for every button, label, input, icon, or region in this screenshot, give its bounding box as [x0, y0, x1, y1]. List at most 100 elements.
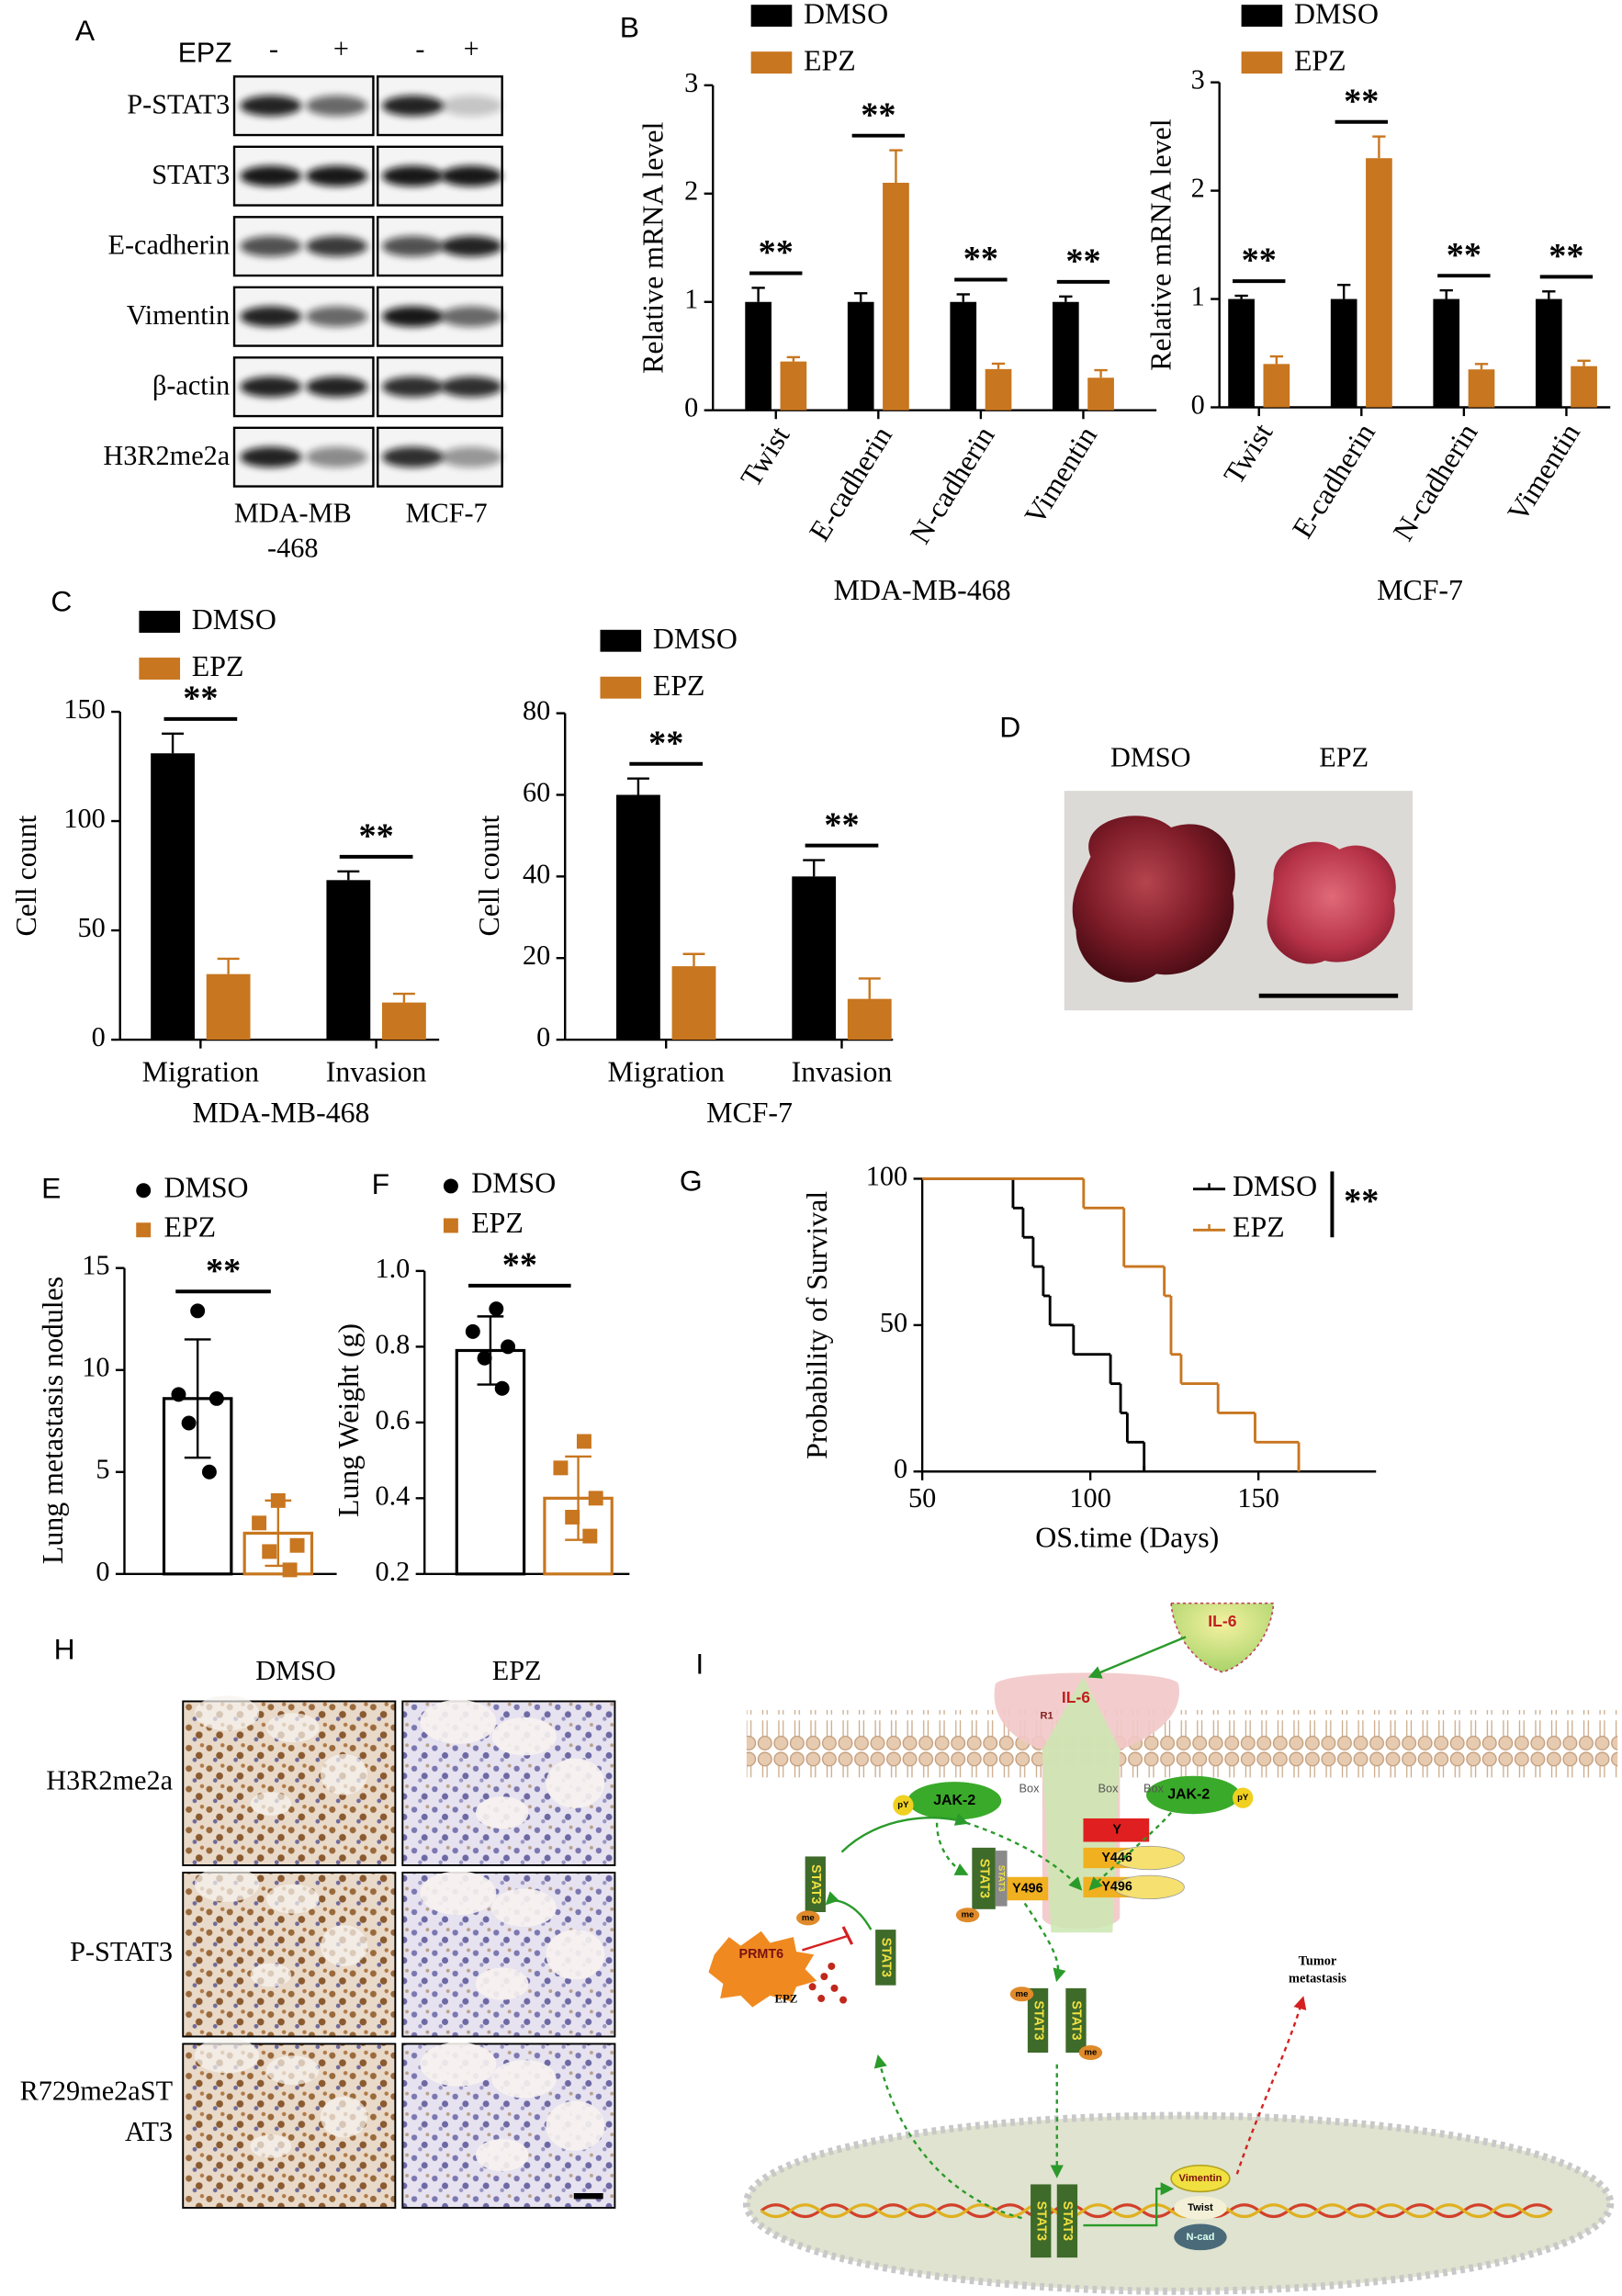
panel-label: A	[75, 14, 96, 47]
y-axis-label: Cell count	[473, 815, 505, 936]
y-tick-label: 0	[536, 1021, 550, 1052]
bar	[616, 794, 660, 1041]
y-tick-label: 15	[82, 1250, 109, 1281]
blot-band	[440, 306, 502, 327]
legend-marker	[136, 1183, 152, 1199]
ihc-airspace	[491, 1717, 557, 1756]
ihc-column: DMSO	[255, 1655, 335, 1686]
blot-band	[381, 236, 444, 257]
receptor-label: IL-6	[1062, 1688, 1090, 1706]
bar	[671, 966, 716, 1041]
stat3	[1027, 1987, 1049, 2054]
gene-label: Twist	[1188, 2202, 1213, 2213]
blot-band	[381, 377, 444, 398]
y-tick-label: 40	[523, 858, 550, 889]
stat3-label: STAT3	[1031, 2000, 1045, 2040]
bar	[1366, 158, 1392, 408]
lane-label: -	[415, 33, 424, 64]
ihc-airspace	[420, 1871, 497, 1916]
bar	[847, 998, 892, 1041]
blot-row-label: H3R2me2a	[103, 440, 230, 471]
legend-label: EPZ	[471, 1207, 524, 1239]
ihc-airspace	[321, 2096, 368, 2138]
y-tick-label: 100	[866, 1160, 907, 1191]
cell-line: MDA-MB	[234, 497, 352, 528]
y-tick-label: 1.0	[375, 1253, 410, 1284]
y-tick-label: 10	[82, 1352, 109, 1383]
legend-swatch	[1241, 51, 1283, 74]
bar	[883, 183, 909, 411]
significance: **	[1065, 242, 1100, 281]
methyl	[955, 1908, 980, 1923]
cell-line: MCF-7	[406, 497, 488, 528]
data-point	[465, 1323, 480, 1339]
stat3-label: STAT3	[1033, 2201, 1048, 2241]
significance: **	[1344, 1182, 1379, 1221]
bar	[1571, 366, 1597, 408]
y-axis-label: Relative mRNA level	[636, 121, 669, 373]
x-tick-label: Invasion	[792, 1056, 893, 1088]
significance: **	[963, 240, 998, 278]
bar	[1087, 377, 1114, 411]
inhibition-bar	[841, 1926, 854, 1945]
ihc-airspace	[321, 1753, 368, 1795]
ihc-airspace	[266, 2055, 320, 2086]
blot-band	[440, 165, 502, 186]
blot-band	[381, 446, 444, 467]
site	[1083, 1818, 1150, 1842]
legend-label: EPZ	[804, 44, 856, 76]
ihc-airspace	[546, 1758, 605, 1808]
site	[1007, 1876, 1049, 1901]
jak2	[1145, 1775, 1241, 1815]
methyl-label: me	[962, 1910, 974, 1920]
bar	[847, 301, 874, 411]
significance: **	[1242, 242, 1277, 280]
x-tick-label: E-cadherin	[803, 421, 898, 546]
y-tick-label: 60	[523, 776, 550, 807]
methyl	[796, 1910, 820, 1926]
panel-label: F	[372, 1167, 389, 1200]
data-point	[588, 1491, 603, 1506]
x-tick-label: Invasion	[326, 1056, 427, 1088]
significance: **	[1447, 236, 1481, 275]
x-tick-label: N-cadherin	[1387, 418, 1484, 546]
significance: **	[824, 805, 859, 844]
y-tick-label: 20	[523, 940, 550, 971]
jak2-label: JAK-2	[1167, 1787, 1210, 1803]
x-axis-label: MDA-MB-468	[834, 574, 1011, 606]
y-tick-label: 2	[1191, 173, 1205, 204]
data-point	[477, 1350, 492, 1366]
blot-band	[240, 446, 302, 467]
ihc-airspace	[194, 1695, 260, 1731]
stat3-blocks: STAT3 STAT3 STAT3 STAT3 STAT3 STAT3 STAT…	[805, 1847, 1087, 2258]
bar	[950, 301, 977, 411]
stat3-label: STAT3	[976, 1859, 991, 1898]
legend-label: DMSO	[164, 1172, 249, 1204]
photo-label: EPZ	[1319, 742, 1369, 773]
site-label: Y446	[1101, 1851, 1132, 1865]
pathway-diagram: IL-6 IL-6 R1 JAK-2 JAK-2 pY pY Box Box B…	[708, 1602, 1618, 2295]
bar	[151, 753, 195, 1041]
ihc-airspace	[420, 1699, 497, 1744]
bar	[326, 880, 371, 1041]
bar	[381, 1002, 426, 1041]
y-tick-label: 50	[880, 1307, 907, 1338]
box-label: Box	[1143, 1781, 1165, 1795]
blot-band	[240, 306, 302, 327]
legend-label: DMSO	[1233, 1170, 1317, 1202]
data-point	[252, 1515, 267, 1531]
y-axis-label: Probability of Survival	[801, 1191, 833, 1459]
significance: **	[1549, 237, 1583, 276]
blot-band	[240, 165, 302, 186]
stat3-label: STAT3	[997, 1865, 1007, 1892]
il6-ligand	[1170, 1602, 1275, 1673]
bar	[985, 368, 1012, 411]
x-axis-label: OS.time (Days)	[1035, 1521, 1219, 1553]
legend-swatch	[750, 51, 793, 74]
panel-label: E	[41, 1172, 61, 1205]
bar	[1468, 369, 1495, 408]
stat3	[1056, 2184, 1078, 2258]
stat3	[805, 1856, 826, 1912]
stat3	[875, 1930, 896, 1986]
